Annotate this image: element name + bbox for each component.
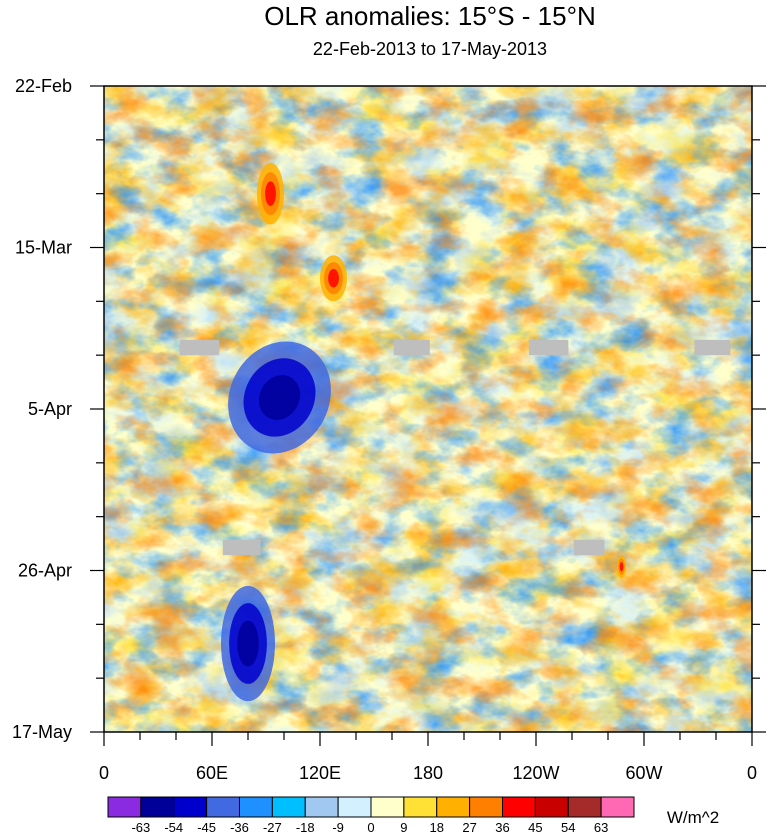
- colorbar-swatch: [107, 796, 142, 818]
- y-tick-label: 17-May: [12, 722, 72, 742]
- colorbar-label: 0: [367, 820, 374, 834]
- colorbar-label: 27: [462, 820, 476, 834]
- colorbar-swatch: [534, 796, 569, 818]
- chart-subtitle: 22-Feb-2013 to 17-May-2013: [312, 39, 548, 59]
- x-tick-label: 0: [99, 763, 109, 783]
- missing-data-block: [573, 539, 605, 556]
- colorbar: -63 -54 -45 -36 -27 -18 -9 0 9 18 27 36 45 54 63: [107, 796, 635, 834]
- y-tick-label: 5-Apr: [28, 399, 72, 419]
- x-tick-label: 120E: [299, 763, 341, 783]
- colorbar-swatch: [271, 796, 306, 818]
- x-tick-label: 60E: [196, 763, 228, 783]
- anomaly-field: [104, 86, 752, 732]
- missing-data-block: [528, 339, 569, 356]
- colorbar-label: 54: [561, 820, 575, 834]
- missing-data-block: [393, 339, 430, 356]
- missing-data-block: [222, 539, 261, 556]
- units-label: W/m^2: [667, 808, 719, 827]
- colorbar-label: -18: [296, 820, 315, 834]
- colorbar-label: 18: [430, 820, 444, 834]
- y-tick-label: 22-Feb: [15, 76, 72, 96]
- x-tick-label: 0: [747, 763, 757, 783]
- y-tick-label: 15-Mar: [15, 238, 72, 258]
- colorbar-swatch: [140, 796, 175, 818]
- colorbar-label: 45: [528, 820, 542, 834]
- negative-anomaly-core: [258, 375, 301, 420]
- x-tick-label: 60W: [625, 763, 662, 783]
- colorbar-label: -54: [164, 820, 183, 834]
- missing-data-block: [179, 339, 220, 356]
- positive-anomaly-core: [328, 269, 339, 288]
- colorbar-label: -45: [197, 820, 216, 834]
- colorbar-label: 9: [400, 820, 407, 834]
- colorbar-swatch: [469, 796, 503, 818]
- colorbar-swatch: [304, 796, 339, 818]
- y-tick-label: 26-Apr: [18, 561, 72, 581]
- colorbar-swatch: [502, 796, 536, 818]
- colorbar-swatch: [173, 796, 208, 818]
- negative-anomaly-core: [237, 620, 259, 667]
- colorbar-swatch: [239, 796, 273, 818]
- x-axis: 0 60E 120E 180 120W 60W 0: [99, 732, 757, 783]
- colorbar-label: -63: [131, 820, 150, 834]
- colorbar-label: -27: [263, 820, 282, 834]
- missing-data-layer: [179, 339, 731, 556]
- missing-data-block: [694, 339, 731, 356]
- field-layer: [104, 86, 752, 732]
- colorbar-swatch: [436, 796, 471, 818]
- positive-anomaly-core: [619, 562, 624, 572]
- x-tick-label: 120W: [512, 763, 559, 783]
- positive-anomaly-core: [265, 181, 276, 206]
- colorbar-swatch: [567, 796, 602, 818]
- colorbar-swatch: [600, 796, 635, 818]
- colorbar-swatch: [206, 796, 240, 818]
- colorbar-swatch: [337, 796, 372, 818]
- chart-title: OLR anomalies: 15°S - 15°N: [264, 1, 596, 31]
- colorbar-label: 63: [594, 820, 608, 834]
- colorbar-label: -36: [230, 820, 249, 834]
- colorbar-swatch: [403, 796, 438, 818]
- x-tick-label: 180: [413, 763, 443, 783]
- colorbar-label: -9: [332, 820, 344, 834]
- colorbar-swatch: [370, 796, 405, 818]
- y-axis: 22-Feb 15-Mar 5-Apr 26-Apr 17-May: [12, 76, 766, 742]
- colorbar-label: 36: [495, 820, 509, 834]
